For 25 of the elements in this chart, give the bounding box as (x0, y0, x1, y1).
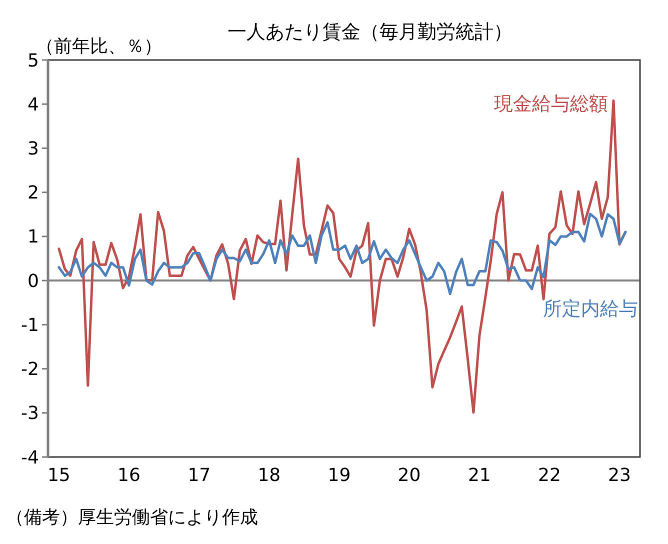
series-label: 所定内給与 (543, 298, 638, 320)
x-tick-label: 22 (538, 465, 561, 486)
x-tick-label: 23 (608, 465, 631, 486)
line-series (58, 212, 627, 296)
x-tick-label: 16 (118, 465, 140, 486)
y-tick-label: 1 (28, 226, 39, 248)
series-label: 現金給与総額 (494, 93, 608, 115)
y-tick-label: -3 (21, 403, 39, 424)
y-axis-title: （前年比、％） (36, 36, 162, 57)
y-tick-label: 5 (28, 50, 39, 72)
y-tick-label: -2 (21, 359, 39, 380)
x-tick-label: 19 (328, 465, 351, 486)
y-tick-label: 0 (28, 270, 39, 292)
chart-title: 一人あたり賃金（毎月勤労統計） (228, 21, 512, 43)
y-tick-label: 2 (28, 182, 39, 204)
x-tick-label: 21 (468, 465, 491, 486)
y-tick-label: 4 (28, 94, 39, 116)
x-tick-label: 17 (188, 465, 211, 486)
x-tick-label: 18 (258, 465, 281, 486)
x-tick-label: 15 (47, 465, 70, 486)
text: （備考）厚生労働省により作成 (6, 507, 258, 528)
y-tick-label: 3 (28, 138, 39, 160)
y-tick-label: -4 (21, 447, 39, 468)
x-tick-label: 20 (398, 465, 421, 486)
y-tick-label: -1 (21, 314, 39, 336)
